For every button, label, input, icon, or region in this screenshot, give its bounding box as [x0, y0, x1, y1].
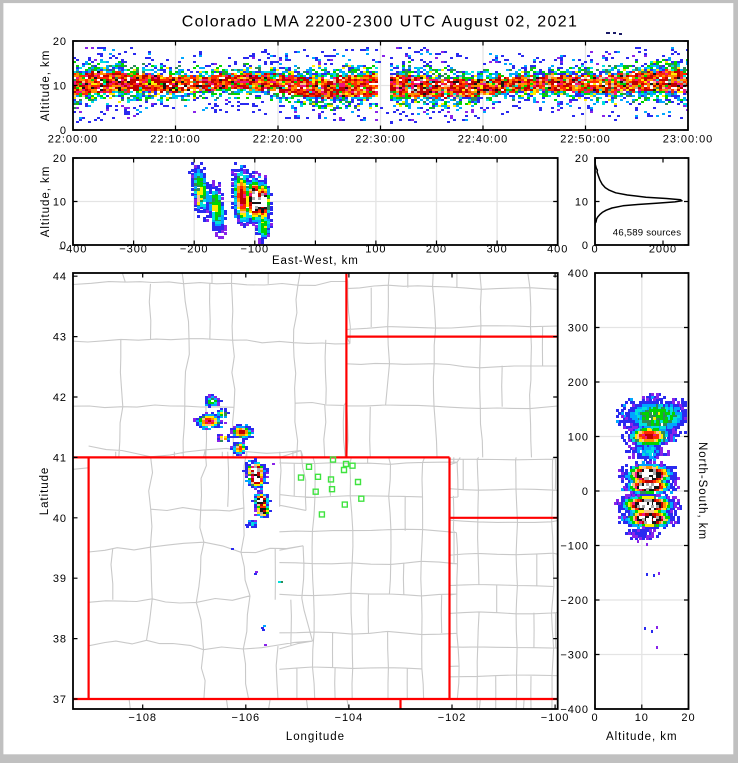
svg-text:0: 0	[591, 712, 598, 724]
svg-text:2000: 2000	[649, 244, 677, 256]
svg-text:10: 10	[53, 197, 67, 209]
svg-text:−200: −200	[180, 244, 209, 256]
svg-text:−300: −300	[119, 244, 148, 256]
svg-text:−200: −200	[560, 595, 589, 607]
svg-text:300: 300	[486, 244, 507, 256]
svg-text:42: 42	[53, 392, 67, 404]
svg-text:−102: −102	[438, 712, 467, 724]
svg-text:−100: −100	[560, 541, 589, 553]
svg-text:43: 43	[53, 332, 67, 344]
svg-text:41: 41	[53, 452, 67, 464]
svg-text:0: 0	[582, 240, 589, 252]
svg-text:−100: −100	[541, 712, 570, 724]
svg-text:23:00:00: 23:00:00	[663, 134, 713, 146]
svg-text:20: 20	[53, 153, 67, 165]
svg-text:−300: −300	[560, 650, 589, 662]
svg-text:22:20:00: 22:20:00	[253, 134, 303, 146]
svg-text:10: 10	[575, 197, 589, 209]
svg-text:−100: −100	[241, 244, 270, 256]
svg-text:37: 37	[53, 694, 67, 706]
svg-text:Latitude: Latitude	[39, 467, 51, 516]
svg-text:400: 400	[547, 244, 568, 256]
svg-text:0: 0	[60, 240, 67, 252]
svg-text:39: 39	[53, 573, 67, 585]
svg-text:22:00:00: 22:00:00	[48, 134, 98, 146]
svg-text:300: 300	[568, 323, 589, 335]
svg-text:22:10:00: 22:10:00	[150, 134, 200, 146]
svg-text:22:30:00: 22:30:00	[355, 134, 405, 146]
svg-text:100: 100	[568, 432, 589, 444]
svg-text:Altitude, km: Altitude, km	[40, 166, 52, 237]
svg-text:−108: −108	[128, 712, 157, 724]
svg-text:−106: −106	[232, 712, 261, 724]
svg-text:400: 400	[568, 268, 589, 280]
svg-text:10: 10	[53, 81, 67, 93]
svg-text:10: 10	[635, 712, 649, 724]
svg-text:East-West, km: East-West, km	[272, 255, 359, 267]
svg-text:Colorado LMA 2200-2300 UTC Aug: Colorado LMA 2200-2300 UTC August 02, 20…	[182, 14, 578, 31]
svg-text:40: 40	[53, 513, 67, 525]
svg-text:−104: −104	[335, 712, 364, 724]
svg-text:200: 200	[568, 377, 589, 389]
svg-text:100: 100	[365, 244, 386, 256]
svg-text:20: 20	[575, 153, 589, 165]
svg-text:0: 0	[591, 244, 598, 256]
svg-text:20: 20	[53, 36, 67, 48]
svg-text:−400: −400	[59, 244, 88, 256]
svg-text:−400: −400	[560, 704, 589, 716]
svg-text:22:40:00: 22:40:00	[458, 134, 508, 146]
svg-text:38: 38	[53, 634, 67, 646]
svg-text:Altitude, km: Altitude, km	[40, 50, 52, 121]
svg-text:22:50:00: 22:50:00	[560, 134, 610, 146]
svg-text:0: 0	[582, 486, 589, 498]
svg-text:Longitude: Longitude	[286, 731, 345, 743]
svg-text:46,589 sources: 46,589 sources	[613, 228, 681, 239]
svg-text:44: 44	[53, 271, 67, 283]
svg-text:0: 0	[60, 125, 67, 137]
svg-text:20: 20	[681, 712, 695, 724]
svg-text:Altitude, km: Altitude, km	[606, 731, 677, 743]
svg-text:200: 200	[426, 244, 447, 256]
svg-text:North-South, km: North-South, km	[696, 442, 708, 540]
